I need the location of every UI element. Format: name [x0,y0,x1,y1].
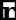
Line: RDD/05/255: RDD/05/255 [0,0,16,16]
Line: RDD/05/257: RDD/05/257 [0,0,16,13]
Text: Figure 1B: Figure 1B [0,1,16,20]
